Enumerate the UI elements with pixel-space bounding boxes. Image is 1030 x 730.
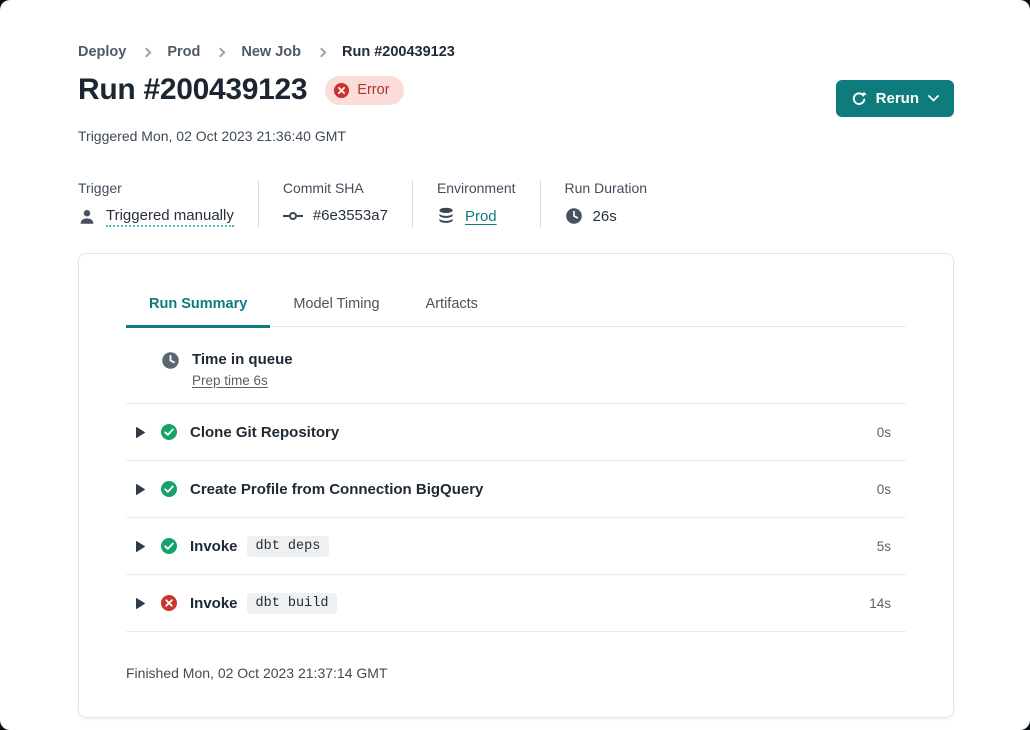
step-duration: 5s [876, 538, 891, 554]
chevron-right-icon [316, 47, 327, 57]
chevron-right-icon [141, 47, 152, 57]
success-icon [161, 538, 177, 554]
page-title: Run #200439123 [78, 73, 308, 106]
clock-icon [162, 352, 179, 369]
prep-time-link[interactable]: Prep time 6s [192, 373, 268, 388]
step-duration: 0s [876, 424, 891, 440]
step-row-dbt-deps[interactable]: Invoke dbt deps 5s [126, 518, 906, 575]
meta-environment: Environment Prod [411, 180, 540, 227]
title-row: Run #200439123 Error Rerun [78, 73, 954, 117]
breadcrumb: Deploy Prod New Job Run #200439123 [78, 44, 954, 60]
queue-title: Time in queue [192, 351, 293, 368]
breadcrumb-new-job[interactable]: New Job [241, 44, 301, 60]
clock-icon [565, 208, 582, 224]
step-title-text: Invoke [190, 594, 238, 612]
finished-timestamp: Finished Mon, 02 Oct 2023 21:37:14 GMT [126, 665, 388, 681]
meta-trigger-label: Trigger [78, 180, 122, 196]
step-title: Invoke dbt build [190, 592, 338, 614]
tab-model-timing[interactable]: Model Timing [293, 296, 380, 312]
refresh-icon [852, 91, 867, 105]
person-icon [80, 210, 94, 224]
step-title: Create Profile from Connection BigQuery [190, 480, 484, 498]
tab-artifacts[interactable]: Artifacts [425, 296, 478, 312]
expander-triangle-icon[interactable] [136, 597, 145, 609]
meta-run-duration: Run Duration 26s [539, 180, 672, 227]
tab-bar: Run Summary Model Timing Artifacts [126, 296, 906, 328]
step-title-text: Invoke [190, 537, 238, 555]
success-icon [161, 481, 177, 497]
meta-trigger-value[interactable]: Triggered manually [106, 207, 234, 227]
rerun-button[interactable]: Rerun [835, 80, 954, 117]
expander-triangle-icon[interactable] [136, 426, 145, 438]
expander-triangle-icon[interactable] [136, 540, 145, 552]
error-circle-icon [334, 82, 350, 98]
step-duration: 0s [876, 481, 891, 497]
breadcrumb-prod[interactable]: Prod [167, 44, 201, 60]
chevron-down-icon [928, 95, 939, 102]
meta-environment-label: Environment [436, 180, 516, 196]
status-badge: Error [325, 75, 404, 105]
rerun-button-label: Rerun [875, 90, 919, 107]
meta-duration-value: 26s [592, 207, 617, 225]
queue-row: Time in queue Prep time 6s [126, 327, 906, 404]
meta-commit-label: Commit SHA [282, 180, 364, 196]
meta-duration-label: Run Duration [564, 180, 648, 196]
database-icon [439, 207, 453, 223]
step-title: Clone Git Repository [190, 423, 340, 441]
success-icon [161, 424, 177, 440]
meta-commit-value: #6e3553a7 [312, 207, 388, 224]
step-title: Invoke dbt deps [190, 535, 330, 557]
chevron-right-icon [215, 47, 226, 57]
step-row-dbt-build[interactable]: Invoke dbt build 14s [126, 575, 906, 632]
status-badge-label: Error [357, 82, 390, 98]
error-icon [161, 595, 177, 611]
step-command-chip: dbt deps [246, 535, 330, 557]
git-commit-icon [282, 211, 303, 220]
expander-triangle-icon[interactable] [136, 483, 145, 495]
breadcrumb-deploy[interactable]: Deploy [78, 44, 127, 60]
meta-environment-value[interactable]: Prod [464, 207, 497, 225]
run-summary-card: Run Summary Model Timing Artifacts Time … [78, 253, 954, 718]
step-duration: 14s [869, 595, 891, 611]
meta-commit-sha: Commit SHA #6e3553a7 [257, 180, 412, 227]
step-command-chip: dbt build [246, 592, 338, 614]
run-metadata: Trigger Triggered manually Commit SHA [78, 180, 954, 227]
step-row-clone-git[interactable]: Clone Git Repository 0s [126, 404, 906, 461]
step-row-create-profile[interactable]: Create Profile from Connection BigQuery … [126, 461, 906, 518]
breadcrumb-current-run: Run #200439123 [342, 44, 455, 60]
triggered-timestamp: Triggered Mon, 02 Oct 2023 21:36:40 GMT [78, 128, 346, 144]
tab-run-summary[interactable]: Run Summary [126, 296, 271, 328]
meta-trigger: Trigger Triggered manually [78, 180, 258, 227]
